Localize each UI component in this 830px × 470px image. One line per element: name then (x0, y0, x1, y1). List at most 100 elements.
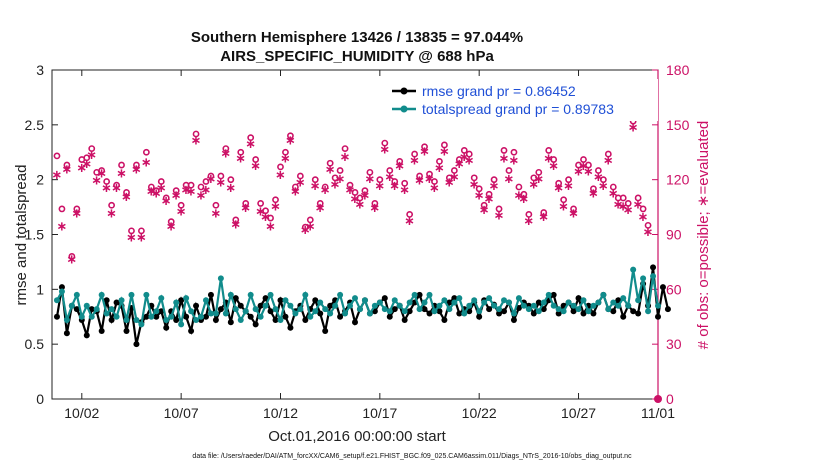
evaluated-point-62: ∗ (359, 188, 370, 203)
possible-point-67 (386, 167, 394, 174)
totalspread-point-59 (347, 302, 354, 309)
totalspread-point-52 (312, 308, 319, 315)
chart-subtitle: AIRS_SPECIFIC_HUMIDITY @ 688 hPa (220, 48, 494, 65)
rmse-point-25 (178, 297, 185, 304)
possible-point-111 (604, 150, 612, 158)
evaluated-point-107: ∗ (583, 165, 594, 180)
possible-point-59 (346, 181, 354, 189)
rmse-point-79 (446, 299, 453, 306)
evaluated-point-32: ∗ (210, 207, 221, 222)
evaluated-point-71: ∗ (404, 214, 415, 229)
possible-point-109 (594, 167, 602, 174)
rmse-point-112 (610, 308, 617, 315)
totalspread-point-50 (302, 291, 309, 298)
rmse-point-55 (327, 302, 334, 309)
rmse-point-67 (386, 313, 393, 320)
evaluated-point-31: ∗ (205, 172, 216, 187)
evaluated-point-21: ∗ (156, 181, 167, 196)
totalspread-point-66 (381, 306, 388, 313)
possible-point-88 (490, 176, 498, 184)
rmse-point-0 (53, 313, 60, 320)
evaluated-point-12: ∗ (111, 181, 122, 196)
totalspread-point-98 (540, 299, 547, 306)
possible-point-9 (98, 167, 106, 174)
rmse-point-89 (496, 310, 503, 317)
rmse-point-11 (108, 317, 115, 324)
x-tick-label-5: 10/27 (561, 405, 596, 421)
totalspread-point-47 (287, 302, 294, 309)
rmse-point-78 (441, 317, 448, 324)
possible-point-86 (480, 201, 488, 209)
totalspread-point-43 (267, 291, 274, 298)
rmse-point-120 (650, 264, 657, 271)
evaluated-point-105: ∗ (573, 165, 584, 180)
possible-point-117 (634, 194, 642, 202)
totalspread-point-115 (625, 302, 632, 309)
y-axis-label: rmse and totalspread (13, 165, 30, 306)
possible-point-10 (103, 178, 111, 185)
evaluated-point-79: ∗ (444, 175, 455, 190)
legend-box (392, 79, 658, 121)
totalspread-point-88 (491, 302, 498, 309)
totalspread-point-19 (148, 313, 155, 320)
rmse-point-35 (227, 319, 234, 326)
totalspread-point-54 (322, 306, 329, 313)
rmse-point-24 (173, 317, 180, 324)
possible-point-99 (545, 147, 553, 154)
possible-point-94 (520, 190, 528, 198)
totalspread-point-80 (451, 299, 458, 306)
totalspread-point-34 (222, 310, 229, 317)
possible-point-82 (460, 147, 468, 154)
possible-point-15 (128, 227, 135, 235)
rmse-point-31 (207, 291, 214, 298)
totalspread-point-108 (590, 302, 597, 309)
rmse-point-81 (456, 310, 463, 317)
rmse-point-75 (426, 310, 433, 317)
legend-marker-totalspread (400, 105, 408, 113)
rmse-point-32 (212, 317, 219, 324)
totalspread-point-13 (118, 297, 125, 304)
possible-point-22 (162, 194, 170, 202)
evaluated-point-111: ∗ (603, 154, 614, 169)
evaluated-point-0: ∗ (52, 168, 63, 183)
possible-point-83 (465, 150, 473, 158)
x-tick-label-3: 10/17 (362, 405, 397, 421)
possible-point-2 (63, 161, 71, 169)
possible-point-112 (609, 183, 617, 191)
rmse-point-104 (570, 308, 577, 315)
rmse-point-27 (188, 328, 195, 335)
evaluated-point-8: ∗ (91, 174, 102, 189)
totalspread-point-90 (501, 297, 508, 304)
possible-point-40 (252, 156, 260, 163)
totalspread-point-21 (158, 295, 165, 302)
possible-point-49 (296, 172, 304, 180)
totalspread-point-61 (356, 306, 363, 313)
possible-point-58 (341, 145, 349, 152)
series-evaluated: ∗∗∗∗∗∗∗∗∗∗∗∗∗∗∗∗∗∗∗∗∗∗∗∗∗∗∗∗∗∗∗∗∗∗∗∗∗∗∗∗… (52, 121, 654, 268)
possible-point-79 (445, 174, 453, 182)
evaluated-point-96: ∗ (528, 177, 539, 192)
totalspread-point-0 (53, 297, 60, 304)
legend-marker-rmse (400, 87, 408, 95)
totalspread-point-117 (635, 297, 642, 304)
y2-axis-label: # of obs: o=possible; ∗=evaluated (695, 121, 712, 350)
series-totalspread (53, 266, 661, 328)
totalspread-point-28 (193, 317, 200, 324)
evaluated-point-115: ∗ (623, 203, 634, 218)
evaluated-point-103: ∗ (563, 179, 574, 194)
totalspread-point-56 (332, 302, 339, 309)
totalspread-point-71 (406, 299, 413, 306)
evaluated-point-30: ∗ (201, 183, 212, 198)
totalspread-point-82 (461, 310, 468, 317)
rmse-point-41 (257, 302, 264, 309)
totalspread-point-20 (153, 308, 160, 315)
evaluated-point-81: ∗ (454, 157, 465, 172)
rmse-point-90 (501, 308, 508, 315)
totalspread-point-78 (441, 297, 448, 304)
totalspread-point-1 (58, 288, 65, 295)
rmse-point-85 (476, 313, 483, 320)
possible-point-96 (530, 174, 538, 182)
totalspread-point-62 (361, 297, 368, 304)
evaluated-point-109: ∗ (593, 170, 604, 185)
possible-point-115 (624, 200, 632, 207)
